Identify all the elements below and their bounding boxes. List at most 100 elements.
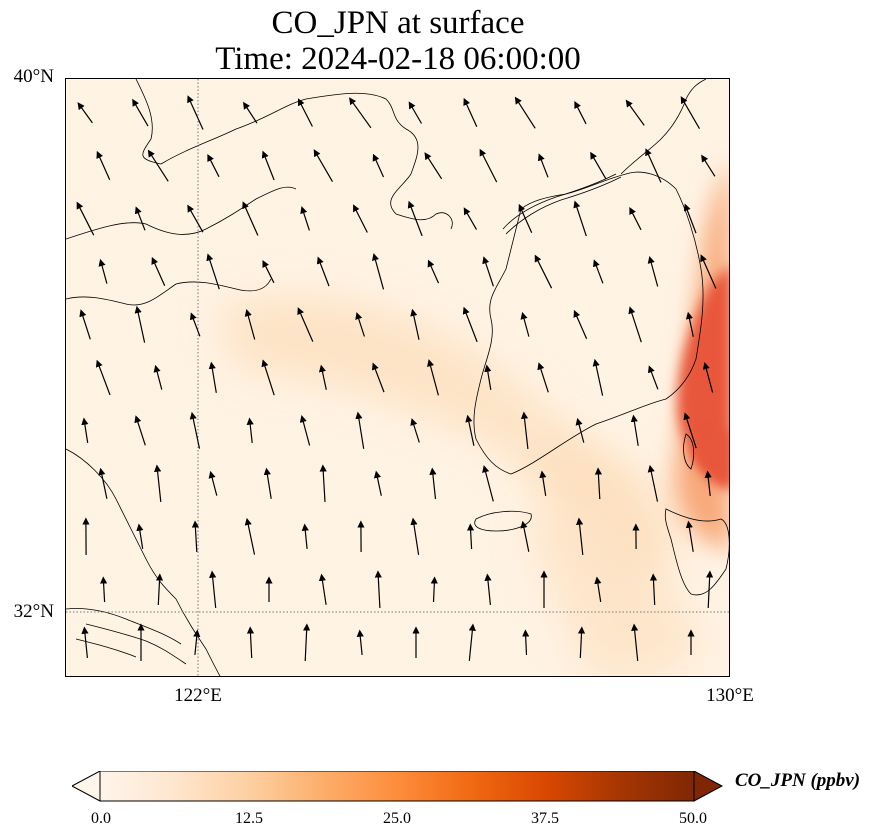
shandong-coast: [66, 278, 272, 306]
wind-arrow: [429, 467, 437, 499]
wind-arrow: [208, 470, 218, 496]
wind-arrow: [408, 101, 423, 124]
wind-arrow: [430, 576, 438, 603]
wind-arrow: [96, 150, 111, 181]
wind-arrow: [155, 573, 164, 606]
wind-arrow: [537, 153, 549, 178]
lon-label-122E: 122°E: [174, 685, 222, 706]
wind-arrow: [371, 253, 385, 290]
wind-arrow: [630, 414, 639, 446]
wind-arrow: [207, 153, 220, 178]
wind-arrow: [628, 306, 642, 343]
wind-arrow: [374, 570, 382, 609]
wind-arrow: [313, 149, 334, 183]
colorbar-gradient: [99, 771, 695, 802]
wind-arrow: [349, 97, 372, 129]
wind-arrow: [700, 254, 717, 289]
lon-label-130E: 130°E: [706, 685, 754, 706]
wind-arrow: [482, 465, 494, 502]
wind-arrow: [154, 464, 162, 502]
wind-arrow: [647, 256, 659, 287]
china-north-coast: [135, 79, 453, 230]
wind-arrow: [424, 152, 443, 180]
wind-arrow: [702, 362, 714, 393]
wind-arrow: [244, 309, 256, 340]
colorbar-extend-max: [693, 771, 724, 802]
concentration-plumes: [216, 163, 729, 676]
wind-arrow: [356, 629, 364, 655]
wind-arrow: [685, 520, 694, 552]
wind-arrow: [98, 467, 108, 499]
wind-arrow: [242, 201, 259, 236]
wind-arrow: [134, 415, 146, 446]
wind-arrow: [484, 364, 492, 390]
wind-arrow: [355, 411, 365, 449]
wind-arrow: [373, 470, 382, 496]
wind-arrow: [574, 100, 587, 125]
wind-arrow: [190, 312, 201, 337]
coastlines: [66, 79, 729, 676]
wind-arrow: [479, 148, 498, 183]
wind-arrow: [189, 411, 201, 449]
wind-arrow: [539, 470, 547, 496]
wind-arrow: [520, 411, 529, 449]
wind-arrow: [372, 153, 385, 178]
wind-arrow: [465, 414, 475, 446]
wind-arrow: [76, 201, 95, 236]
colorbar-label: CO_JPN (ppbv): [735, 770, 861, 791]
wind-arrow: [77, 102, 93, 124]
wind-vectors: [76, 95, 717, 662]
wind-arrow: [518, 203, 533, 234]
wind-arrow: [303, 623, 311, 662]
wind-arrow: [147, 149, 169, 182]
wind-arrow: [427, 359, 439, 396]
wind-arrow: [427, 259, 440, 284]
plume-korea-strait-band: [526, 439, 674, 584]
wind-arrow: [316, 256, 330, 287]
wind-arrow: [625, 99, 645, 126]
wind-arrow: [100, 576, 108, 603]
wind-arrow: [191, 520, 199, 553]
wind-arrow: [680, 96, 701, 130]
wind-arrow: [706, 570, 714, 609]
wind-arrow: [701, 154, 716, 177]
colorbar-tick-3: 37.5: [531, 810, 559, 827]
colorbar-extend-min: [72, 771, 101, 802]
wind-arrow: [244, 517, 256, 555]
wind-arrow: [132, 98, 149, 127]
korea-north-coast: [620, 79, 707, 175]
colorbar-tick-1: 12.5: [235, 810, 263, 827]
wind-arrow: [462, 306, 478, 343]
wind-arrow: [520, 520, 530, 552]
wind-arrow: [208, 361, 217, 393]
colorbar-tick-4: 50.0: [679, 810, 707, 827]
wind-arrow: [645, 148, 662, 183]
wind-arrow: [209, 570, 217, 608]
wind-arrow: [410, 517, 420, 555]
wind-arrow: [573, 309, 588, 340]
wind-arrow: [648, 365, 659, 390]
plume-coastal-high-lower: [691, 429, 729, 489]
wind-arrow: [683, 412, 697, 449]
map-panel[interactable]: [65, 78, 730, 677]
plot-title-line1: CO_JPN at surface: [271, 5, 525, 41]
tsushima-island: [683, 433, 695, 470]
korea-dmz-border: [502, 173, 622, 235]
wind-arrow: [193, 629, 201, 655]
map-canvas: [66, 79, 729, 676]
wind-arrow: [151, 256, 166, 287]
wind-arrow: [261, 359, 275, 396]
wind-arrow: [299, 415, 311, 446]
wind-arrow: [520, 311, 530, 337]
korea-west-coast: [473, 171, 704, 475]
wind-arrow: [685, 311, 694, 337]
wind-arrow: [484, 573, 492, 605]
wind-arrow: [482, 256, 494, 287]
plume-yellow-sea-band: [216, 295, 626, 505]
wind-arrow: [410, 308, 420, 340]
colorbar-tick-2: 25.0: [383, 810, 411, 827]
wind-arrow: [537, 362, 549, 393]
wind-arrow: [261, 150, 275, 181]
wind-arrow: [704, 470, 712, 496]
wind-arrow: [98, 258, 108, 284]
